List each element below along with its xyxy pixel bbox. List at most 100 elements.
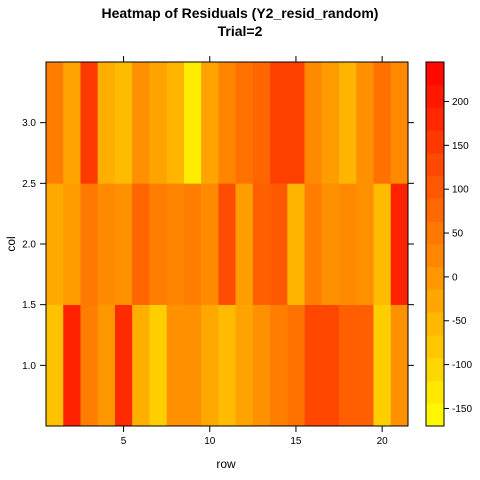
heatmap-cell [218, 304, 236, 427]
heatmap-cell [97, 183, 116, 305]
colorbar-segment [426, 335, 444, 359]
heatmap-cell [287, 62, 305, 184]
heatmap-cell [80, 304, 99, 427]
heatmap-cell [373, 183, 392, 305]
heatmap-cell [356, 183, 374, 305]
heatmap-cell [270, 304, 288, 427]
heatmap-cell [166, 62, 185, 184]
colorbar-tick-label: -100 [452, 360, 472, 371]
colorbar-segment [426, 198, 444, 222]
heatmap-cell [80, 62, 99, 184]
colorbar-segment [426, 107, 444, 131]
heatmap-cell [390, 62, 409, 184]
colorbar-segment [426, 403, 444, 427]
heatmap-cell [235, 183, 254, 305]
colorbar-tick-label: -50 [452, 316, 467, 327]
heatmap-cell [390, 183, 409, 305]
y-tick-label: 2.0 [22, 240, 36, 251]
x-tick-label: 15 [290, 436, 302, 447]
y-tick-label: 3.0 [22, 118, 36, 129]
heatmap-cell [97, 62, 116, 184]
colorbar-frame [425, 61, 445, 427]
colorbar-segment [426, 266, 444, 290]
heatmap-cell [235, 304, 254, 427]
heatmap-cell [46, 183, 64, 305]
heatmap-cell [46, 62, 64, 184]
heatmap-cell [114, 304, 133, 427]
x-axis: 5 10 15 20 [121, 56, 388, 447]
colorbar-segment [426, 84, 444, 108]
heatmap-cell [201, 62, 219, 184]
heatmap-cell [114, 183, 133, 305]
chart-title: Heatmap of Residuals (Y2_resid_random) [102, 5, 379, 21]
colorbar-tick-label: 150 [452, 141, 469, 152]
heatmap-cell [270, 62, 288, 184]
heatmap-cell [218, 62, 236, 184]
heatmap-cell [166, 304, 185, 427]
x-tick-label: 20 [377, 436, 389, 447]
colorbar: -150 -100 -50 0 50 100 150 200 [425, 61, 472, 427]
y-axis: 1.0 1.5 2.0 2.5 3.0 [22, 118, 414, 372]
heatmap-cell [149, 183, 167, 305]
heatmap-cell [373, 304, 392, 427]
heatmap-cell [356, 62, 374, 184]
heatmap-cell [339, 304, 357, 427]
colorbar-tick-label: -150 [452, 404, 472, 415]
heatmap-cell [63, 304, 81, 427]
x-tick-label: 10 [204, 436, 216, 447]
heatmap-cell [252, 304, 271, 427]
heatmap-cell [97, 304, 116, 427]
heatmap-cell [183, 183, 202, 305]
heatmap-cells [46, 62, 409, 427]
heatmap-cell [201, 183, 219, 305]
heatmap-cell [132, 62, 150, 184]
heatmap-cell [304, 304, 323, 427]
colorbar-segment [426, 289, 444, 313]
heatmap-cell [63, 62, 81, 184]
heatmap-cell [252, 183, 271, 305]
colorbar-segment [426, 175, 444, 199]
heatmap-cell [132, 183, 150, 305]
heatmap-cell [149, 62, 167, 184]
y-tick-label: 1.5 [22, 300, 36, 311]
heatmap-cell [166, 183, 185, 305]
heatmap-cell [132, 304, 150, 427]
colorbar-segment [426, 244, 444, 268]
heatmap-cell [339, 62, 357, 184]
heatmap-cell [287, 183, 305, 305]
y-tick-label: 2.5 [22, 179, 36, 190]
heatmap-cell [218, 183, 236, 305]
heatmap-cell [183, 62, 202, 184]
heatmap-cell [390, 304, 409, 427]
colorbar-segment [426, 357, 444, 381]
heatmap-cell [183, 304, 202, 427]
heatmap-cell [149, 304, 167, 427]
heatmap-cell [80, 183, 99, 305]
heatmap-cell [321, 62, 340, 184]
heatmap-cell [270, 183, 288, 305]
heatmap-cell [235, 62, 254, 184]
chart-subtitle: Trial=2 [218, 23, 263, 39]
heatmap-cell [287, 304, 305, 427]
colorbar-tick-label: 0 [452, 272, 458, 283]
heatmap-cell [321, 304, 340, 427]
colorbar-segment [426, 221, 444, 245]
y-axis-title: col [4, 236, 18, 251]
colorbar-tick-label: 50 [452, 229, 464, 240]
colorbar-segment [426, 153, 444, 177]
heatmap-cell [201, 304, 219, 427]
heatmap-cell [373, 62, 392, 184]
heatmap-cell [304, 62, 323, 184]
heatmap-cell [63, 183, 81, 305]
heatmap-cell [114, 62, 133, 184]
x-tick-label: 5 [121, 436, 127, 447]
y-tick-label: 1.0 [22, 361, 36, 372]
heatmap-cell [46, 304, 64, 427]
colorbar-tick-label: 100 [452, 185, 469, 196]
heatmap-cell [304, 183, 323, 305]
colorbar-segment [426, 130, 444, 154]
colorbar-tick-label: 200 [452, 97, 469, 108]
colorbar-segment [426, 380, 444, 404]
heatmap-cell [321, 183, 340, 305]
